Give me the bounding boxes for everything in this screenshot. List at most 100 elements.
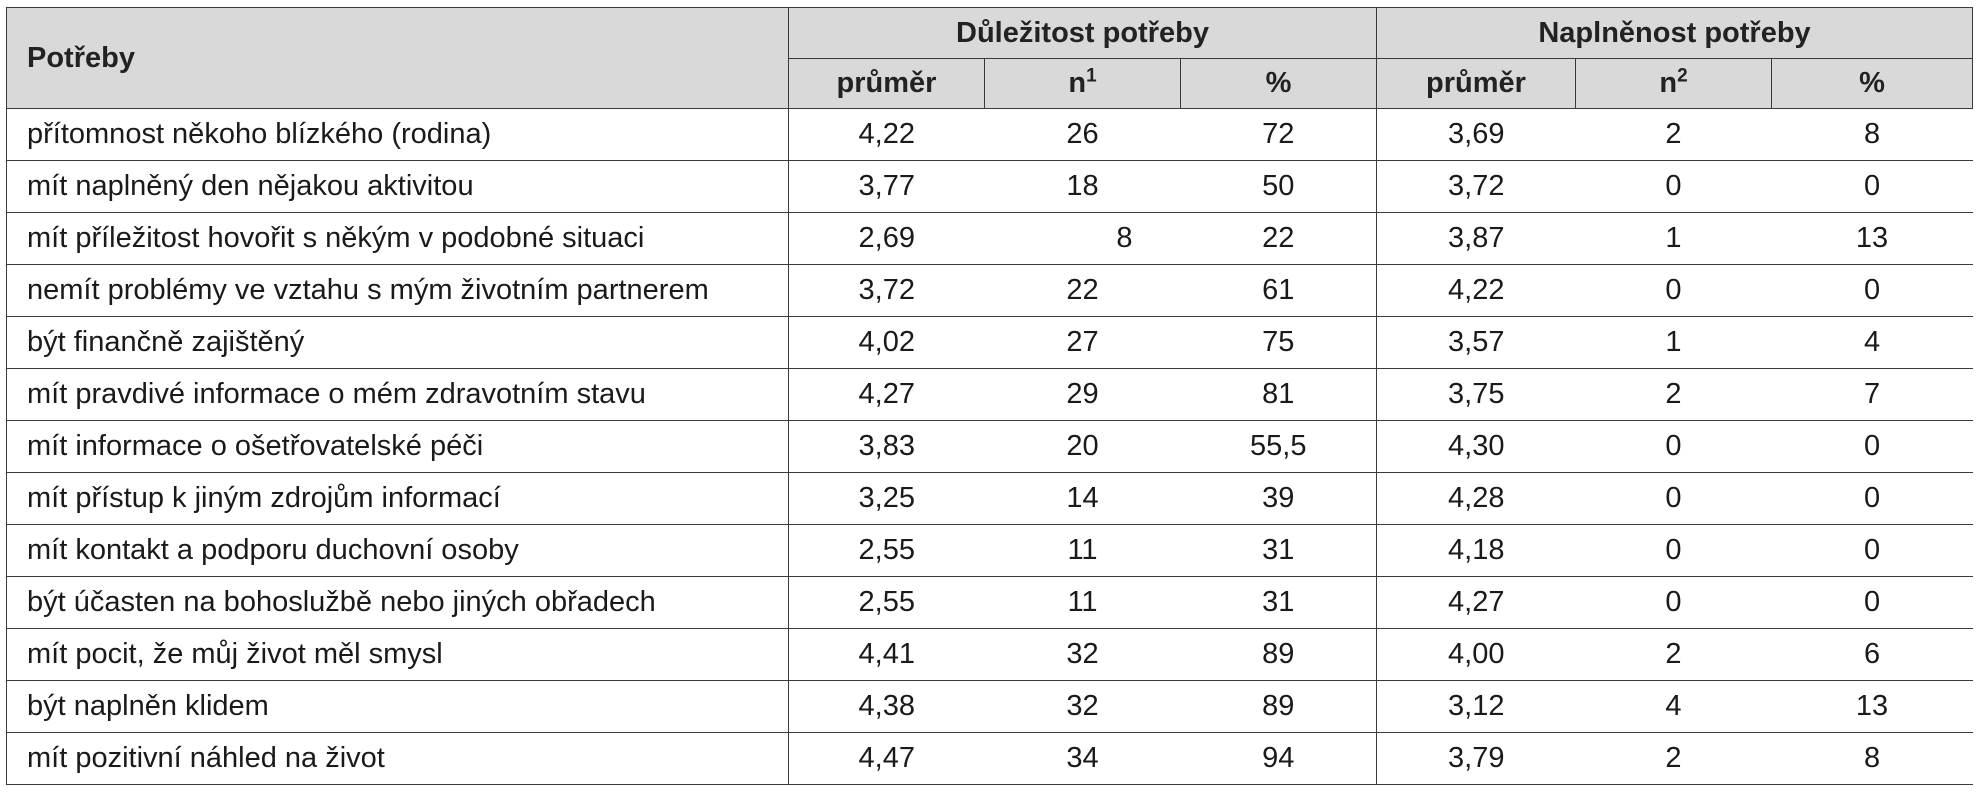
fulfillment-percent-cell: 0 [1771, 472, 1973, 525]
need-label-cell: mít kontakt a podporu duchovní osoby [6, 524, 789, 577]
fulfillment-n-cell: 0 [1575, 420, 1772, 473]
header-importance: Důležitost potřeby [788, 7, 1377, 59]
subheader-fulfillment-n: n2 [1575, 58, 1772, 109]
importance-n-cell: 8 [984, 212, 1181, 265]
fulfillment-percent-cell: 0 [1771, 420, 1973, 473]
importance-n-cell: 26 [984, 108, 1181, 161]
fulfillment-mean-cell: 4,00 [1376, 628, 1576, 681]
importance-mean-cell: 4,27 [788, 368, 985, 421]
importance-percent-cell: 50 [1180, 160, 1377, 213]
subheader-importance-percent: % [1180, 58, 1377, 109]
subheader-importance-n: n1 [984, 58, 1181, 109]
header-needs: Potřeby [6, 7, 789, 109]
need-label-cell: být finančně zajištěný [6, 316, 789, 369]
table-body: přítomnost někoho blízkého (rodina) 4,22 2… [6, 108, 1973, 785]
fulfillment-mean-cell: 4,18 [1376, 524, 1576, 577]
importance-percent-cell: 31 [1180, 576, 1377, 629]
need-label-cell: mít pocit, že můj život měl smysl [6, 628, 789, 681]
importance-mean-cell: 2,55 [788, 576, 985, 629]
need-label-cell: mít naplněný den nějakou aktivitou [6, 160, 789, 213]
importance-mean-cell: 3,25 [788, 472, 985, 525]
importance-n-cell: 20 [984, 420, 1181, 473]
table-row: mít informace o ošetřovatelské péči 3,83 2… [6, 420, 1973, 473]
fulfillment-mean-cell: 3,87 [1376, 212, 1576, 265]
importance-percent-cell: 55,5 [1180, 420, 1377, 473]
footnote-marker: 2 [1677, 65, 1688, 87]
fulfillment-n-cell: 2 [1575, 628, 1772, 681]
need-label-cell: mít příležitost hovořit s někým v podobn… [6, 212, 789, 265]
fulfillment-n-cell: 4 [1575, 680, 1772, 733]
needs-table-container: Potřeby Důležitost potřeby Naplněnost po… [6, 7, 1974, 785]
table-row: mít naplněný den nějakou aktivitou 3,77 18… [6, 160, 1973, 213]
footnote-marker: 1 [1086, 65, 1097, 87]
fulfillment-n-cell: 0 [1575, 160, 1772, 213]
table-row: mít přístup k jiným zdrojům informací 3,2… [6, 472, 1973, 525]
subheader-fulfillment-mean: průměr [1376, 58, 1576, 109]
importance-n-cell: 14 [984, 472, 1181, 525]
fulfillment-mean-cell: 4,30 [1376, 420, 1576, 473]
fulfillment-mean-cell: 3,72 [1376, 160, 1576, 213]
fulfillment-percent-cell: 13 [1771, 212, 1973, 265]
fulfillment-n-cell: 0 [1575, 472, 1772, 525]
fulfillment-n-cell: 2 [1575, 732, 1772, 785]
fulfillment-percent-cell: 0 [1771, 576, 1973, 629]
need-label-cell: být naplněn klidem [6, 680, 789, 733]
importance-mean-cell: 4,02 [788, 316, 985, 369]
need-label-cell: být účasten na bohoslužbě nebo jiných ob… [6, 576, 789, 629]
importance-percent-cell: 39 [1180, 472, 1377, 525]
table-row: mít pravdivé informace o mém zdravotním … [6, 368, 1973, 421]
importance-n-cell: 34 [984, 732, 1181, 785]
importance-percent-cell: 22 [1180, 212, 1377, 265]
importance-mean-cell: 4,38 [788, 680, 985, 733]
importance-percent-cell: 61 [1180, 264, 1377, 317]
fulfillment-mean-cell: 3,75 [1376, 368, 1576, 421]
importance-percent-cell: 81 [1180, 368, 1377, 421]
importance-mean-cell: 4,47 [788, 732, 985, 785]
fulfillment-mean-cell: 4,22 [1376, 264, 1576, 317]
fulfillment-percent-cell: 0 [1771, 524, 1973, 577]
fulfillment-mean-cell: 3,57 [1376, 316, 1576, 369]
fulfillment-n-cell: 1 [1575, 316, 1772, 369]
importance-percent-cell: 75 [1180, 316, 1377, 369]
fulfillment-n-cell: 0 [1575, 524, 1772, 577]
fulfillment-percent-cell: 13 [1771, 680, 1973, 733]
importance-percent-cell: 89 [1180, 680, 1377, 733]
importance-percent-cell: 72 [1180, 108, 1377, 161]
importance-n-cell: 32 [984, 680, 1181, 733]
fulfillment-percent-cell: 4 [1771, 316, 1973, 369]
subheader-importance-mean: průměr [788, 58, 985, 109]
fulfillment-percent-cell: 7 [1771, 368, 1973, 421]
importance-mean-cell: 3,77 [788, 160, 985, 213]
fulfillment-mean-cell: 3,12 [1376, 680, 1576, 733]
importance-mean-cell: 4,41 [788, 628, 985, 681]
importance-n-cell: 11 [984, 576, 1181, 629]
table-row: přítomnost někoho blízkého (rodina) 4,22 2… [6, 108, 1973, 161]
table-row: mít pozitivní náhled na život 4,47 34 94 3,7… [6, 732, 1973, 785]
need-label-cell: mít pozitivní náhled na život [6, 732, 789, 785]
importance-n-cell: 29 [984, 368, 1181, 421]
importance-n-cell: 18 [984, 160, 1181, 213]
subheader-fulfillment-percent: % [1770, 58, 1974, 109]
fulfillment-percent-cell: 0 [1771, 160, 1973, 213]
table-row: mít příležitost hovořit s někým v podobn… [6, 212, 1973, 265]
importance-n-cell: 27 [984, 316, 1181, 369]
need-label-cell: přítomnost někoho blízkého (rodina) [6, 108, 789, 161]
importance-mean-cell: 3,83 [788, 420, 985, 473]
fulfillment-percent-cell: 0 [1771, 264, 1973, 317]
fulfillment-n-cell: 0 [1575, 264, 1772, 317]
fulfillment-n-cell: 2 [1575, 108, 1772, 161]
importance-n-cell: 22 [984, 264, 1181, 317]
table-header: Potřeby Důležitost potřeby Naplněnost po… [6, 7, 1974, 109]
fulfillment-mean-cell: 3,79 [1376, 732, 1576, 785]
table-row: být naplněn klidem 4,38 32 89 3,12 4 13 [6, 680, 1973, 733]
need-label-cell: nemít problémy ve vztahu s mým životním … [6, 264, 789, 317]
importance-mean-cell: 2,69 [788, 212, 985, 265]
importance-percent-cell: 89 [1180, 628, 1377, 681]
fulfillment-percent-cell: 6 [1771, 628, 1973, 681]
importance-mean-cell: 4,22 [788, 108, 985, 161]
fulfillment-percent-cell: 8 [1771, 732, 1973, 785]
importance-percent-cell: 31 [1180, 524, 1377, 577]
needs-table: Potřeby Důležitost potřeby Naplněnost po… [6, 7, 1974, 785]
header-fulfillment: Naplněnost potřeby [1375, 7, 1974, 59]
table-row: mít kontakt a podporu duchovní osoby 2,55… [6, 524, 1973, 577]
